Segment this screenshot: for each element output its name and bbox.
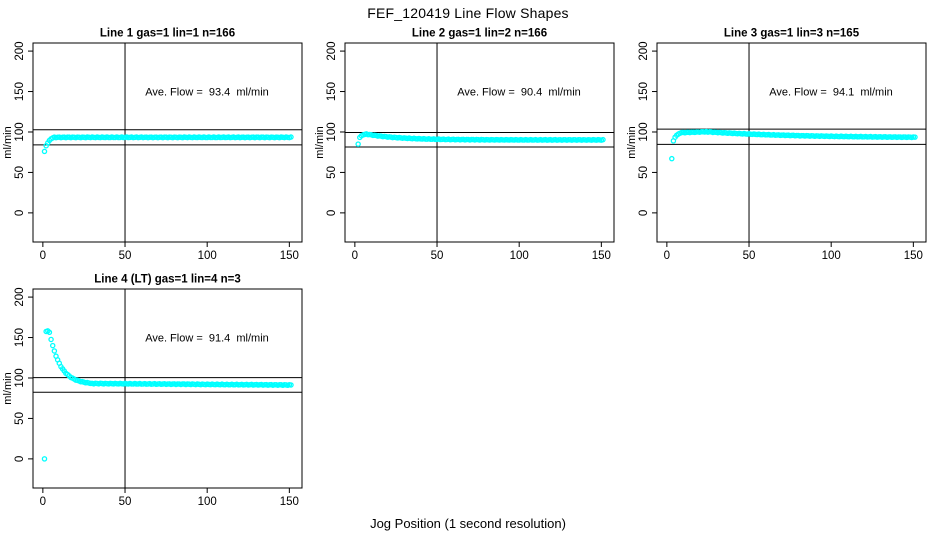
plot-area: 0 50 100 150 0 50 100 150 200 ml/min: [2, 287, 303, 508]
ave-flow-annotation: Ave. Flow = 93.4 ml/min: [145, 87, 269, 99]
data-point: [288, 382, 294, 388]
data-point: [912, 134, 918, 140]
panel-line-1: Line 1 gas=1 lin=1 n=166 Ave. Flow = 93.…: [0, 22, 312, 268]
x-tick-label: 100: [510, 250, 529, 262]
x-tick-label: 150: [280, 250, 299, 262]
plot-box: [656, 42, 927, 243]
panel-line-3-svg: Line 3 gas=1 lin=3 n=165 Ave. Flow = 94.…: [626, 28, 927, 262]
y-axis-label: ml/min: [314, 126, 326, 158]
panel-title: Line 2 gas=1 lin=2 n=166: [412, 28, 547, 40]
x-tick-label: 100: [198, 250, 217, 262]
plot-box: [344, 42, 615, 243]
y-tick-label: 50: [14, 412, 26, 425]
x-tick-label: 0: [40, 496, 46, 508]
y-tick-label: 0: [14, 456, 26, 462]
plot-area: 0 50 100 150 0 50 100 150 200 ml/min: [314, 41, 615, 262]
x-tick-label: 150: [592, 250, 611, 262]
data-point: [46, 329, 53, 336]
data-point: [41, 148, 48, 155]
plot-area: 0 50 100 150 0 50 100 150 200 ml/min: [626, 41, 927, 262]
data-point: [41, 456, 48, 462]
y-tick-label: 100: [14, 122, 26, 141]
data-point: [355, 141, 361, 147]
x-tick-label: 100: [822, 250, 841, 262]
data-point: [669, 155, 675, 162]
panel-line-1-svg: Line 1 gas=1 lin=1 n=166 Ave. Flow = 93.…: [2, 28, 303, 262]
plot-box: [32, 42, 303, 243]
data-point: [288, 134, 294, 140]
x-tick-label: 0: [40, 250, 46, 262]
panel-title: Line 4 (LT) gas=1 lin=4 n=3: [94, 274, 240, 286]
y-tick-label: 100: [638, 122, 650, 141]
y-tick-label: 150: [326, 82, 338, 101]
y-tick-label: 150: [14, 82, 26, 101]
x-tick-label: 50: [431, 250, 444, 262]
y-tick-label: 200: [14, 287, 26, 306]
panel-line-2: Line 2 gas=1 lin=2 n=166 Ave. Flow = 90.…: [312, 22, 624, 268]
x-tick-label: 0: [352, 250, 358, 262]
x-tick-label: 150: [904, 250, 923, 262]
panel-title: Line 1 gas=1 lin=1 n=166: [100, 28, 235, 40]
ave-flow-annotation: Ave. Flow = 94.1 ml/min: [769, 87, 893, 99]
panel-title: Line 3 gas=1 lin=3 n=165: [724, 28, 860, 40]
x-axis-title: Jog Position (1 second resolution): [370, 516, 566, 531]
y-tick-label: 0: [638, 210, 650, 216]
y-tick-label: 100: [14, 368, 26, 387]
data-point: [51, 348, 58, 354]
panel-line-4-svg: Line 4 (LT) gas=1 lin=4 n=3 Ave. Flow = …: [2, 274, 303, 508]
x-tick-label: 100: [198, 496, 217, 508]
y-axis-label: ml/min: [2, 372, 14, 404]
plot-box: [32, 288, 303, 489]
y-tick-label: 50: [326, 166, 338, 179]
y-axis-label: ml/min: [2, 126, 14, 158]
y-tick-label: 150: [14, 328, 26, 347]
x-tick-label: 50: [119, 496, 132, 508]
data-point: [49, 342, 56, 349]
y-tick-label: 200: [326, 41, 338, 60]
y-tick-label: 50: [14, 166, 26, 179]
y-tick-label: 0: [14, 210, 26, 216]
plot-area: 0 50 100 150 0 50 100 150 200 ml/min: [2, 41, 303, 262]
figure-title: FEF_120419 Line Flow Shapes: [367, 5, 569, 21]
y-tick-label: 50: [638, 166, 650, 179]
x-tick-label: 0: [664, 250, 670, 262]
y-tick-label: 200: [638, 41, 650, 60]
y-tick-label: 100: [326, 122, 338, 141]
y-axis-label: ml/min: [626, 126, 638, 158]
ave-flow-annotation: Ave. Flow = 91.4 ml/min: [145, 333, 269, 345]
data-point: [600, 136, 606, 143]
y-tick-label: 0: [326, 210, 338, 216]
x-tick-label: 50: [119, 250, 132, 262]
x-tick-label: 50: [743, 250, 756, 262]
panel-line-2-svg: Line 2 gas=1 lin=2 n=166 Ave. Flow = 90.…: [314, 28, 615, 262]
panel-line-4: Line 4 (LT) gas=1 lin=4 n=3 Ave. Flow = …: [0, 268, 312, 514]
data-point: [48, 336, 54, 343]
y-tick-label: 200: [14, 41, 26, 60]
ave-flow-annotation: Ave. Flow = 90.4 ml/min: [457, 87, 581, 99]
x-tick-label: 150: [280, 496, 299, 508]
panel-line-3: Line 3 gas=1 lin=3 n=165 Ave. Flow = 94.…: [624, 22, 936, 268]
y-tick-label: 150: [638, 82, 650, 101]
